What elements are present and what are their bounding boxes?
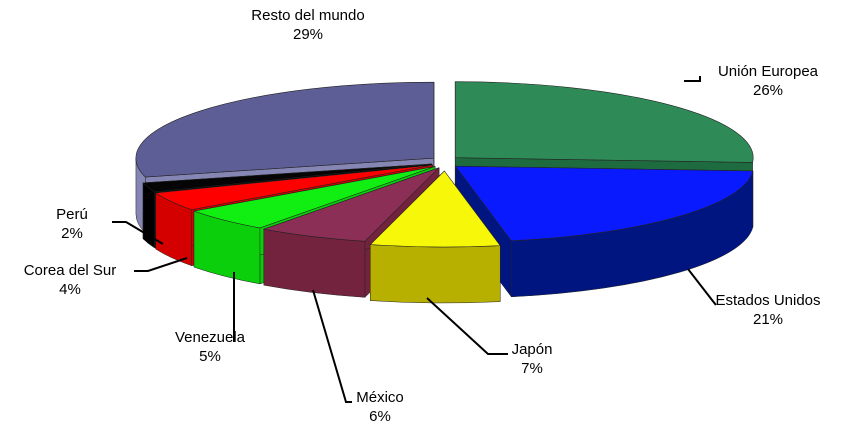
slice-union-europea xyxy=(454,81,754,163)
slice-value-label-venezuela: 5% xyxy=(199,348,221,365)
slice-label-japon: Japón xyxy=(512,341,553,358)
slice-label-corea-del-sur: Corea del Sur xyxy=(24,262,117,279)
slice-label-estados-unidos: Estados Unidos xyxy=(715,292,820,309)
leader-line-corea-del-sur xyxy=(134,257,188,272)
slice-label-peru: Perú xyxy=(56,206,88,223)
slice-venezuela xyxy=(192,166,436,229)
slice-value-label-corea-del-sur: 4% xyxy=(59,281,81,298)
slice-value-label-mexico: 6% xyxy=(369,408,391,425)
slice-value-label-union-europea: 26% xyxy=(753,82,783,99)
slice-peru xyxy=(142,163,432,193)
slice-resto-del-mundo xyxy=(135,81,435,178)
slice-label-mexico: México xyxy=(356,389,404,406)
leader-line-japon xyxy=(426,297,508,355)
leader-line-mexico xyxy=(312,289,352,403)
slice-side-japon xyxy=(370,244,501,304)
slice-label-venezuela: Venezuela xyxy=(175,329,246,346)
slice-estados-unidos xyxy=(454,165,754,242)
slice-corea-del-sur xyxy=(154,164,433,211)
leader-line-union-europea xyxy=(684,76,701,82)
leader-line-peru xyxy=(112,221,164,245)
slice-mexico xyxy=(262,167,440,242)
slice-value-label-estados-unidos: 21% xyxy=(753,311,783,328)
pie-side-walls xyxy=(135,81,754,304)
slice-label-union-europea: Unión Europea xyxy=(718,63,819,80)
leader-lines xyxy=(112,76,717,403)
slice-value-label-resto-del-mundo: 29% xyxy=(293,26,323,43)
slice-labels: Unión Europea 26% Estados Unidos 21% Japón 7%… xyxy=(24,7,821,425)
leader-line-estados-unidos xyxy=(687,268,717,306)
slice-label-resto-del-mundo: Resto del mundo xyxy=(251,7,364,24)
slice-value-label-peru: 2% xyxy=(61,225,83,242)
slice-japon xyxy=(369,170,501,248)
slice-value-label-japon: 7% xyxy=(521,360,543,377)
